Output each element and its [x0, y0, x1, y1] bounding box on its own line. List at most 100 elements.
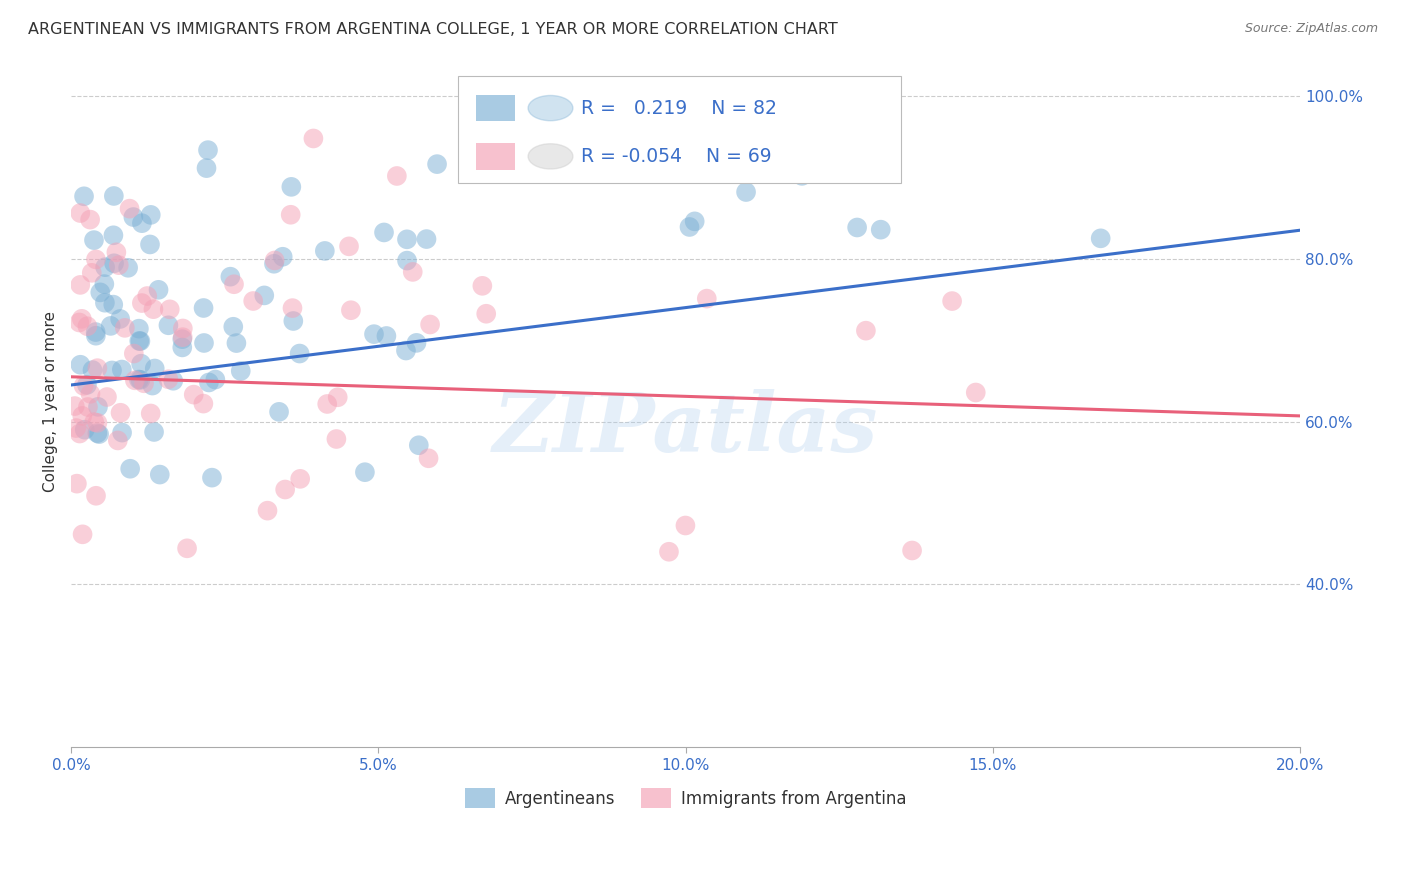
- Point: [402, 265, 425, 279]
- Point: [86, 416, 108, 430]
- FancyBboxPatch shape: [458, 76, 901, 183]
- Point: [66, 476, 89, 491]
- Circle shape: [529, 144, 572, 169]
- Point: [395, 253, 418, 268]
- Point: [118, 202, 141, 216]
- Point: [375, 329, 398, 343]
- Point: [63, 399, 86, 413]
- Point: [94, 260, 117, 275]
- Point: [846, 220, 869, 235]
- Point: [149, 467, 172, 482]
- Point: [87, 400, 110, 414]
- Point: [69, 426, 91, 441]
- Point: [183, 387, 205, 401]
- Legend: Argentineans, Immigrants from Argentina: Argentineans, Immigrants from Argentina: [458, 781, 912, 815]
- Point: [103, 298, 125, 312]
- Point: [96, 390, 118, 404]
- Point: [157, 318, 180, 333]
- Point: [263, 253, 285, 268]
- Text: ZIPatlas: ZIPatlas: [494, 389, 879, 469]
- Point: [197, 143, 219, 157]
- Point: [222, 319, 245, 334]
- FancyBboxPatch shape: [475, 144, 515, 169]
- Point: [84, 489, 107, 503]
- Point: [143, 425, 166, 439]
- Point: [193, 396, 215, 410]
- Point: [139, 237, 162, 252]
- Point: [658, 545, 681, 559]
- Point: [373, 226, 395, 240]
- Point: [419, 318, 441, 332]
- Point: [271, 250, 294, 264]
- Point: [274, 483, 297, 497]
- Point: [418, 451, 440, 466]
- Point: [69, 206, 91, 220]
- Point: [128, 372, 150, 386]
- Point: [256, 503, 278, 517]
- Point: [337, 239, 360, 253]
- Point: [395, 232, 418, 246]
- Point: [696, 292, 718, 306]
- Point: [76, 319, 98, 334]
- Point: [159, 302, 181, 317]
- Point: [129, 334, 152, 348]
- Point: [790, 169, 813, 183]
- Point: [110, 406, 132, 420]
- Point: [678, 219, 700, 234]
- Point: [124, 373, 146, 387]
- Point: [176, 541, 198, 556]
- Point: [73, 423, 96, 437]
- Point: [326, 390, 349, 404]
- Point: [107, 434, 129, 448]
- Point: [86, 361, 108, 376]
- Point: [683, 214, 706, 228]
- Point: [157, 372, 180, 386]
- Point: [80, 266, 103, 280]
- Point: [70, 311, 93, 326]
- Point: [93, 277, 115, 291]
- Point: [408, 438, 430, 452]
- Point: [325, 432, 347, 446]
- Point: [965, 385, 987, 400]
- Point: [117, 260, 139, 275]
- Point: [67, 316, 90, 330]
- Point: [72, 527, 94, 541]
- Point: [267, 405, 290, 419]
- Point: [941, 294, 963, 309]
- Point: [281, 301, 304, 315]
- Point: [82, 363, 104, 377]
- Point: [86, 426, 108, 441]
- Point: [139, 407, 162, 421]
- Point: [193, 336, 215, 351]
- Point: [79, 387, 101, 401]
- Point: [314, 244, 336, 258]
- Point: [162, 374, 184, 388]
- Point: [280, 208, 302, 222]
- Point: [79, 212, 101, 227]
- Point: [94, 295, 117, 310]
- Point: [84, 252, 107, 267]
- Point: [103, 228, 125, 243]
- Circle shape: [529, 95, 572, 120]
- Point: [475, 307, 498, 321]
- Point: [100, 318, 122, 333]
- Point: [172, 321, 194, 335]
- Point: [122, 346, 145, 360]
- Point: [139, 208, 162, 222]
- Point: [84, 325, 107, 339]
- Point: [288, 346, 311, 360]
- Point: [735, 185, 758, 199]
- Point: [263, 257, 285, 271]
- Point: [172, 340, 194, 354]
- Point: [415, 232, 437, 246]
- Point: [131, 216, 153, 230]
- Point: [195, 161, 218, 175]
- Point: [65, 421, 87, 435]
- Point: [136, 289, 159, 303]
- Point: [405, 335, 427, 350]
- Point: [471, 278, 494, 293]
- Point: [83, 415, 105, 429]
- Point: [253, 288, 276, 302]
- Point: [111, 425, 134, 440]
- Point: [280, 179, 302, 194]
